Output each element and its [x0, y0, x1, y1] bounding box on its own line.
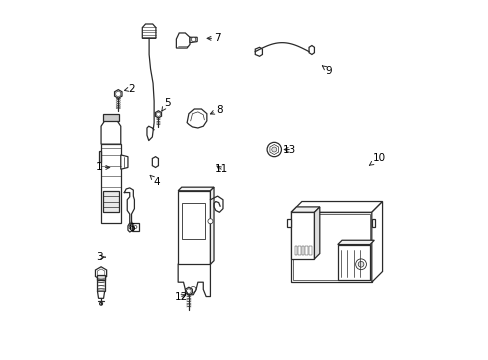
Text: 2: 2: [124, 84, 135, 94]
Text: 5: 5: [162, 98, 170, 111]
Polygon shape: [269, 144, 278, 154]
Bar: [371, 220, 375, 226]
Polygon shape: [185, 287, 192, 295]
Polygon shape: [102, 191, 119, 212]
Polygon shape: [156, 112, 160, 117]
Text: 7: 7: [207, 33, 221, 43]
Bar: [298, 246, 300, 255]
Bar: [308, 246, 311, 255]
Circle shape: [190, 287, 196, 292]
Polygon shape: [155, 111, 161, 118]
Polygon shape: [186, 289, 191, 294]
Polygon shape: [121, 155, 128, 169]
Polygon shape: [101, 144, 121, 223]
Text: 3: 3: [96, 252, 105, 262]
Bar: [132, 223, 139, 231]
Bar: [305, 246, 307, 255]
Circle shape: [355, 259, 366, 270]
Text: 6: 6: [128, 221, 135, 233]
Polygon shape: [308, 45, 314, 54]
Polygon shape: [178, 187, 214, 191]
Circle shape: [129, 226, 132, 229]
Polygon shape: [95, 267, 106, 280]
Text: 11: 11: [214, 164, 227, 174]
Polygon shape: [255, 47, 262, 56]
Polygon shape: [99, 151, 101, 162]
Bar: [286, 220, 290, 226]
Text: 13: 13: [282, 144, 295, 154]
Bar: [337, 244, 369, 280]
Polygon shape: [114, 90, 122, 98]
Polygon shape: [371, 202, 382, 282]
Polygon shape: [176, 33, 190, 48]
Circle shape: [100, 302, 102, 305]
Circle shape: [191, 37, 195, 41]
Circle shape: [134, 226, 137, 228]
Bar: [182, 203, 204, 239]
Text: 12: 12: [175, 292, 188, 302]
Text: 10: 10: [368, 153, 385, 165]
Circle shape: [271, 147, 276, 152]
Polygon shape: [337, 240, 373, 244]
Text: 1: 1: [96, 162, 109, 172]
Polygon shape: [210, 187, 214, 264]
Polygon shape: [116, 91, 121, 97]
Polygon shape: [190, 37, 197, 42]
Bar: [97, 276, 104, 291]
Bar: [290, 212, 371, 282]
Bar: [178, 191, 210, 264]
Polygon shape: [290, 207, 319, 212]
Circle shape: [207, 219, 212, 224]
Bar: [292, 214, 369, 280]
Bar: [294, 246, 297, 255]
Polygon shape: [102, 114, 119, 121]
Bar: [97, 275, 105, 280]
Polygon shape: [101, 121, 121, 144]
Polygon shape: [187, 109, 206, 128]
Bar: [290, 212, 314, 259]
Bar: [301, 246, 304, 255]
Text: 8: 8: [210, 105, 222, 115]
Circle shape: [357, 261, 363, 267]
Polygon shape: [314, 207, 319, 259]
Text: 9: 9: [322, 66, 331, 76]
Polygon shape: [290, 202, 382, 212]
Circle shape: [266, 142, 281, 157]
Polygon shape: [97, 269, 104, 278]
Polygon shape: [142, 24, 156, 39]
Polygon shape: [97, 291, 104, 298]
Text: 4: 4: [150, 175, 160, 187]
Polygon shape: [152, 157, 158, 167]
